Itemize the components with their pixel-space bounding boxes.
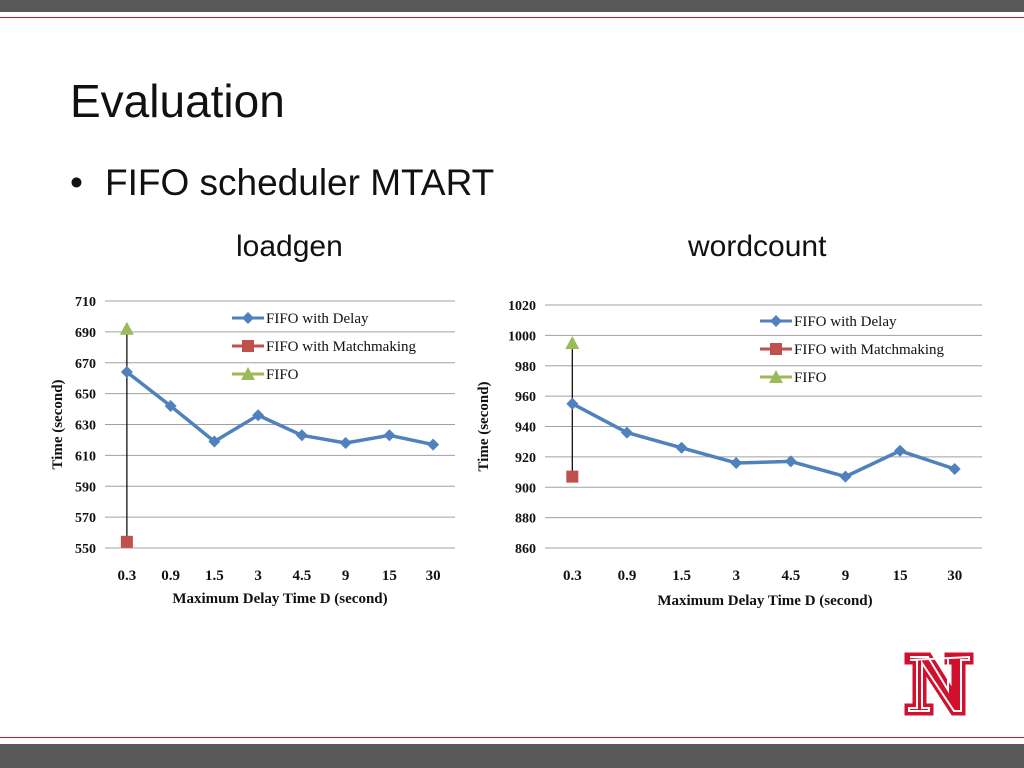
x-tick-label: 15 (382, 568, 397, 584)
legend-marker (242, 340, 254, 352)
data-point (894, 444, 907, 457)
top-accent-line (0, 17, 1024, 18)
data-point (784, 455, 797, 468)
x-tick-label: 3 (254, 568, 262, 584)
x-tick-label: 4.5 (781, 568, 800, 584)
x-tick-label: 3 (732, 568, 740, 584)
y-tick-label: 550 (75, 542, 96, 557)
y-tick-label: 630 (75, 419, 96, 434)
data-point (339, 437, 352, 450)
y-tick-label: 1000 (508, 329, 536, 344)
chart-wordcount: 860 880 900 920 940 960 980 1000 1020 0.3 0.9 1.5 3 4… (476, 299, 982, 609)
x-tick-label: 0.3 (118, 568, 137, 584)
x-tick-label: 30 (426, 568, 441, 584)
y-tick-label: 590 (75, 480, 96, 495)
data-point (730, 456, 743, 469)
chart-loadgen: 550 570 590 610 630 650 670 690 710 0.3 0.9 1.5 3 4.5… (50, 295, 455, 607)
bottom-bar (0, 744, 1024, 768)
y-tick-label: 670 (75, 357, 96, 372)
x-tick-label: 9 (842, 568, 850, 584)
x-axis-label: Maximum Delay Time D (second) (172, 591, 387, 607)
data-point (164, 399, 177, 412)
bullet-text: FIFO scheduler MTART (104, 162, 495, 203)
y-tick-label: 880 (515, 512, 536, 527)
legend-entry: FIFO with Matchmaking (794, 342, 944, 358)
data-point (620, 426, 633, 439)
data-point (120, 366, 133, 379)
y-tick-label: 1020 (508, 299, 536, 314)
y-tick-label: 940 (515, 421, 536, 436)
legend-entry: FIFO (266, 367, 299, 383)
x-tick-label: 15 (893, 568, 908, 584)
data-point (566, 470, 579, 483)
x-tick-label: 9 (342, 568, 350, 584)
legend-marker (242, 312, 254, 324)
chart-title-loadgen: loadgen (236, 230, 343, 263)
y-axis-label: Time (second) (50, 379, 66, 469)
y-tick-label: 710 (75, 295, 96, 310)
legend-entry: FIFO with Delay (266, 311, 369, 327)
legend-entry: FIFO with Delay (794, 314, 897, 330)
data-point (565, 335, 580, 349)
data-point (119, 321, 134, 335)
data-point (295, 429, 308, 442)
slide-title: Evaluation (70, 75, 285, 127)
y-axis-label: Time (second) (476, 381, 492, 471)
y-tick-label: 920 (515, 451, 536, 466)
y-tick-label: 900 (515, 481, 536, 496)
data-point (208, 435, 221, 448)
bottom-accent-line (0, 737, 1024, 738)
x-tick-label: 30 (947, 568, 962, 584)
y-tick-label: 690 (75, 326, 96, 341)
y-tick-label: 980 (515, 360, 536, 375)
bullet-dot: • (70, 162, 83, 203)
data-point (675, 441, 688, 454)
legend-entry: FIFO (794, 370, 827, 386)
university-n-logo (902, 650, 976, 718)
legend-entry: FIFO with Matchmaking (266, 339, 416, 355)
legend-marker (770, 343, 782, 355)
x-tick-label: 0.9 (618, 568, 637, 584)
data-point (383, 429, 396, 442)
legend-marker (770, 315, 782, 327)
series-line (125, 370, 434, 447)
x-axis-label: Maximum Delay Time D (second) (657, 593, 872, 609)
x-tick-label: 0.3 (563, 568, 582, 584)
x-tick-label: 4.5 (293, 568, 312, 584)
y-tick-label: 960 (515, 390, 536, 405)
y-tick-label: 570 (75, 511, 96, 526)
x-tick-label: 1.5 (205, 568, 224, 584)
y-tick-label: 650 (75, 388, 96, 403)
data-point (839, 470, 852, 483)
bullet-item: • FIFO scheduler MTART (70, 164, 494, 201)
data-point (427, 438, 440, 451)
y-tick-label: 610 (75, 449, 96, 464)
x-tick-label: 1.5 (672, 568, 691, 584)
top-bar (0, 0, 1024, 12)
data-point (566, 397, 579, 410)
data-point (948, 463, 961, 476)
x-tick-label: 0.9 (161, 568, 180, 584)
data-point (252, 409, 265, 422)
data-point (120, 535, 133, 548)
chart-title-wordcount: wordcount (688, 230, 827, 263)
legend-marker (769, 370, 783, 383)
series-line (571, 402, 956, 479)
y-tick-label: 860 (515, 542, 536, 557)
legend-marker (241, 367, 255, 380)
